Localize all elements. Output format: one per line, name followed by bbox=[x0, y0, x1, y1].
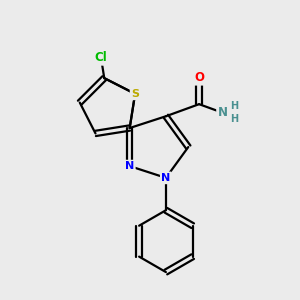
Text: O: O bbox=[194, 71, 204, 84]
Text: N: N bbox=[125, 161, 134, 171]
Text: N: N bbox=[161, 173, 170, 183]
Text: N: N bbox=[218, 106, 228, 119]
Text: H: H bbox=[230, 101, 238, 111]
Text: Cl: Cl bbox=[95, 51, 107, 64]
Text: S: S bbox=[131, 89, 139, 99]
Text: H: H bbox=[230, 114, 238, 124]
